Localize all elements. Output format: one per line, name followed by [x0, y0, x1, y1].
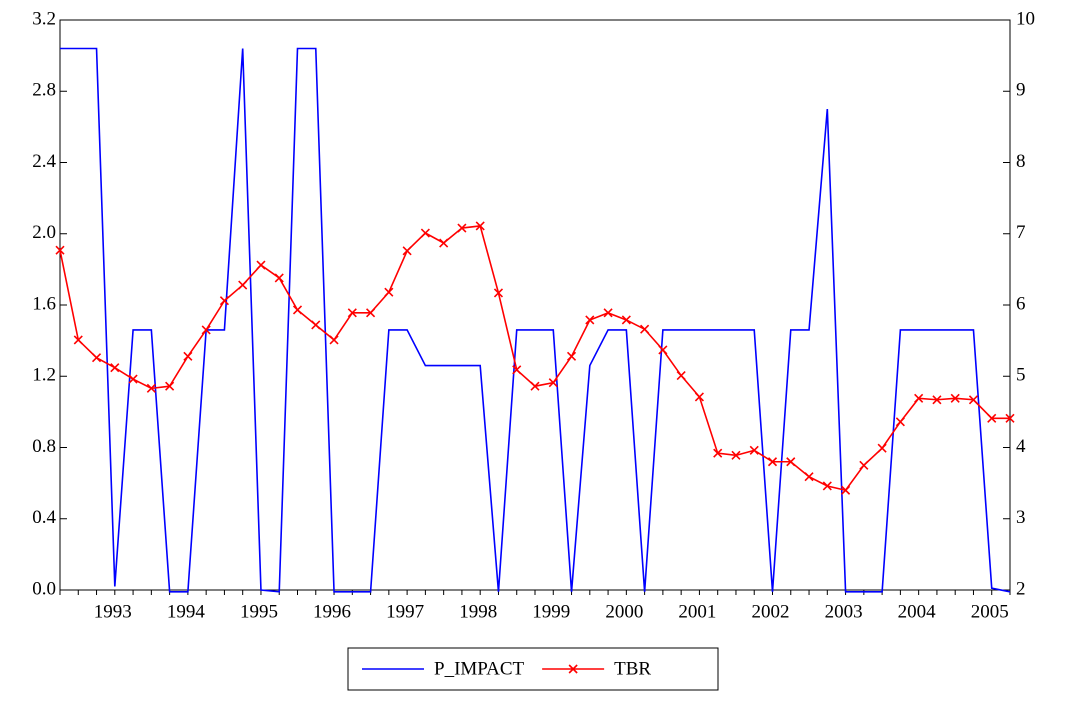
marker	[767, 457, 778, 467]
marker	[786, 457, 796, 467]
y-tick-label: 1.6	[32, 293, 56, 314]
marker	[165, 381, 175, 391]
x-tick-label: 2000	[605, 601, 643, 622]
marker	[530, 381, 540, 391]
marker	[73, 335, 83, 345]
marker	[384, 287, 394, 297]
marker	[640, 324, 650, 334]
marker	[603, 308, 613, 318]
marker	[475, 221, 485, 231]
marker	[841, 485, 851, 495]
x-tick-label: 2002	[752, 601, 790, 622]
series-line	[59, 225, 1010, 492]
marker	[658, 345, 668, 355]
y2-tick-label: 4	[1016, 436, 1026, 457]
x-tick-label: 1998	[459, 601, 497, 622]
y-tick-label: 2.4	[32, 151, 56, 172]
y-tick-label: 0.8	[32, 436, 56, 457]
marker	[932, 395, 942, 405]
marker	[512, 365, 522, 375]
marker	[311, 320, 321, 330]
marker	[950, 393, 960, 403]
marker	[457, 223, 467, 233]
marker	[238, 280, 248, 290]
marker	[676, 370, 686, 381]
marker	[493, 288, 504, 298]
x-tick-label: 2004	[898, 601, 937, 622]
x-tick-label: 2001	[678, 601, 716, 622]
marker	[128, 374, 138, 384]
marker	[110, 363, 120, 373]
legend-label: TBR	[614, 658, 651, 679]
plot-frame	[59, 19, 1011, 591]
series-line	[60, 47, 1011, 593]
x-tick-label: 2003	[825, 601, 863, 622]
marker	[91, 353, 102, 363]
legend-marker	[568, 664, 578, 674]
marker	[201, 325, 211, 335]
y2-tick-label: 5	[1016, 365, 1026, 386]
marker	[548, 378, 558, 388]
marker	[55, 245, 65, 255]
marker	[694, 392, 704, 402]
y-tick-label: 1.2	[32, 365, 56, 386]
x-tick-label: 1994	[167, 601, 206, 622]
marker	[987, 413, 997, 423]
x-tick-label: 1996	[313, 601, 351, 622]
marker	[256, 260, 266, 270]
marker	[804, 472, 814, 482]
marker	[219, 296, 229, 306]
marker	[183, 351, 193, 361]
marker	[895, 417, 905, 427]
marker	[366, 308, 376, 318]
x-tick-label: 1995	[240, 601, 278, 622]
marker	[822, 481, 832, 491]
legend-label: P_IMPACT	[434, 658, 525, 679]
marker	[420, 228, 430, 238]
marker	[968, 395, 979, 405]
marker	[621, 315, 631, 325]
x-tick-label: 2005	[971, 601, 1009, 622]
y2-tick-label: 10	[1016, 8, 1035, 29]
y2-tick-label: 3	[1016, 507, 1026, 528]
y2-tick-label: 8	[1016, 151, 1026, 172]
marker	[292, 305, 303, 315]
marker	[731, 450, 741, 460]
marker	[749, 445, 759, 455]
x-tick-label: 1997	[386, 601, 424, 622]
y-tick-label: 3.2	[32, 8, 56, 29]
marker	[1005, 413, 1015, 423]
marker	[566, 351, 577, 361]
x-tick-label: 1993	[94, 601, 132, 622]
y2-tick-label: 7	[1016, 222, 1026, 243]
marker	[713, 448, 723, 458]
marker	[859, 460, 869, 470]
marker	[146, 383, 156, 393]
marker	[329, 335, 339, 345]
y2-tick-label: 6	[1016, 293, 1026, 314]
marker	[914, 393, 924, 403]
marker	[402, 246, 412, 256]
marker	[877, 443, 887, 453]
marker	[347, 308, 357, 318]
marker	[439, 238, 449, 248]
y-tick-label: 2.0	[32, 222, 56, 243]
y-tick-label: 2.8	[32, 80, 56, 101]
y-tick-label: 0.0	[32, 578, 56, 599]
y2-tick-label: 9	[1016, 80, 1026, 101]
marker	[274, 273, 284, 283]
marker	[585, 315, 595, 325]
x-tick-label: 1999	[532, 601, 570, 622]
y2-tick-label: 2	[1016, 578, 1026, 599]
y-tick-label: 0.4	[32, 507, 56, 528]
